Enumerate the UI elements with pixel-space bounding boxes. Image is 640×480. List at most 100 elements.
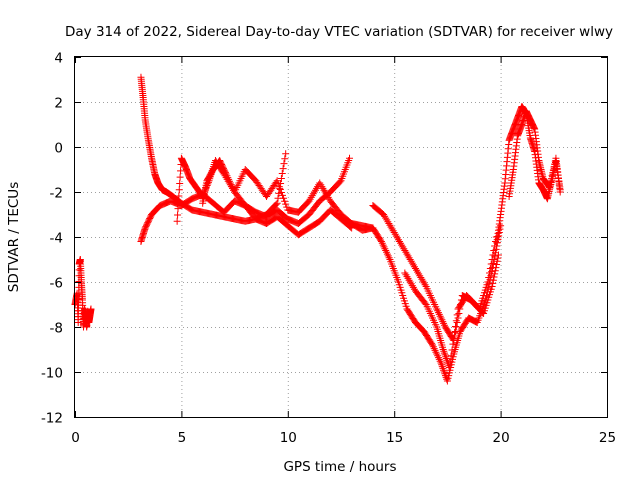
data-point-marker	[547, 178, 555, 186]
data-point-marker	[547, 175, 555, 183]
x-axis-label: GPS time / hours	[283, 459, 396, 475]
data-point-marker	[225, 177, 233, 185]
y-tick-label: 2	[54, 96, 63, 112]
data-point-marker	[382, 214, 390, 222]
data-point-marker	[400, 245, 408, 253]
series-early-block	[71, 256, 95, 331]
data-point-marker	[435, 310, 443, 318]
data-point-marker	[323, 192, 331, 200]
data-point-marker	[492, 264, 500, 272]
data-point-marker	[432, 348, 440, 356]
data-point-marker	[441, 351, 449, 359]
series-decline-3	[401, 251, 502, 371]
data-point-marker	[438, 316, 446, 324]
y-axis-label: SDTVAR / TECUs	[6, 182, 22, 292]
y-tick-label: -8	[50, 321, 63, 337]
data-point-marker	[416, 272, 424, 280]
data-point-marker	[176, 173, 184, 181]
data-point-marker	[319, 184, 327, 192]
data-point-marker	[556, 188, 564, 196]
data-point-marker	[282, 200, 290, 208]
data-point-marker	[436, 357, 444, 365]
series-late-spikes	[505, 107, 564, 200]
data-point-marker	[276, 186, 284, 194]
data-point-marker	[383, 248, 391, 256]
series-track-b	[137, 154, 354, 245]
data-point-marker	[408, 282, 416, 290]
data-point-marker	[307, 193, 315, 201]
data-point-marker	[440, 319, 448, 327]
data-point-marker	[405, 254, 413, 262]
data-point-marker	[278, 170, 286, 178]
data-point-marker	[546, 184, 554, 191]
data-point-marker	[443, 375, 451, 383]
data-point-marker	[407, 257, 415, 265]
data-point-marker	[493, 257, 501, 265]
data-point-marker	[397, 239, 405, 247]
data-point-marker	[451, 328, 459, 336]
axis-ticks	[75, 57, 608, 418]
data-point-marker	[491, 270, 499, 278]
data-point-marker	[403, 250, 411, 258]
x-tick-label: 0	[71, 430, 80, 446]
data-point-marker	[392, 232, 400, 240]
data-point-marker	[449, 340, 457, 348]
data-point-marker	[446, 358, 454, 366]
data-point-marker	[453, 319, 461, 326]
data-point-marker	[405, 276, 413, 284]
data-point-marker	[383, 216, 391, 224]
data-point-marker	[174, 205, 182, 213]
data-point-marker	[221, 169, 229, 177]
data-point-marker	[409, 283, 417, 291]
data-point-marker	[393, 234, 401, 242]
data-point-marker	[390, 229, 398, 236]
data-point-marker	[379, 241, 387, 249]
data-point-marker	[222, 170, 230, 178]
data-point-marker	[497, 222, 505, 230]
data-point-marker	[377, 236, 385, 244]
data-point-marker	[434, 354, 442, 362]
data-point-marker	[279, 165, 287, 173]
data-points	[71, 73, 564, 385]
data-point-marker	[74, 319, 82, 326]
data-point-marker	[402, 248, 410, 256]
x-tick-label: 10	[280, 430, 297, 446]
data-point-marker	[440, 349, 448, 357]
data-point-marker	[488, 283, 496, 290]
data-point-marker	[417, 274, 425, 281]
data-point-marker	[442, 353, 450, 361]
data-point-marker	[407, 280, 415, 288]
data-point-marker	[87, 305, 95, 313]
data-point-marker	[384, 218, 392, 226]
data-point-marker	[433, 305, 441, 313]
data-point-marker	[380, 211, 388, 218]
data-point-marker	[440, 321, 448, 329]
data-point-marker	[311, 186, 319, 194]
data-point-marker	[486, 265, 494, 272]
data-point-marker	[227, 181, 235, 189]
data-point-marker	[378, 239, 386, 247]
data-point-marker	[414, 268, 422, 276]
data-point-marker	[489, 279, 497, 287]
data-point-marker	[309, 190, 317, 198]
data-point-marker	[318, 183, 326, 191]
data-point-marker	[420, 279, 428, 287]
data-point-marker	[381, 212, 389, 220]
y-tick-label: -2	[50, 186, 63, 202]
data-point-marker	[175, 192, 183, 200]
data-point-marker	[399, 243, 407, 251]
data-point-marker	[421, 281, 429, 289]
data-point-marker	[428, 340, 436, 348]
data-point-marker	[429, 343, 437, 351]
data-point-marker	[398, 241, 406, 249]
x-tick-label: 25	[599, 430, 616, 446]
data-point-marker	[488, 256, 496, 263]
data-point-marker	[439, 318, 447, 326]
data-point-marker	[489, 276, 497, 284]
data-point-marker	[384, 252, 392, 260]
data-point-marker	[411, 265, 419, 272]
data-point-marker	[434, 307, 442, 315]
data-point-marker	[228, 183, 236, 191]
data-point-marker	[305, 197, 313, 205]
data-point-marker	[174, 211, 182, 219]
